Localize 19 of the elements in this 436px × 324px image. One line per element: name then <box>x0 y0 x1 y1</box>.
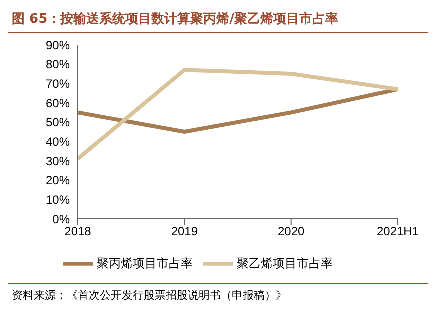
x-tick-label: 2018 <box>64 224 92 239</box>
x-tick-label: 2020 <box>278 224 306 239</box>
y-tick-label: 30% <box>46 154 70 168</box>
legend-label: 聚乙烯项目市占率 <box>237 256 333 270</box>
y-tick-label: 90% <box>46 38 70 52</box>
line-series <box>76 68 400 162</box>
y-tick-label: 60% <box>46 96 70 110</box>
y-tick-label: 70% <box>46 76 70 91</box>
x-tick-label: 2021H1 <box>376 224 420 239</box>
text: 资料来源：《首次公开发行股票招股说明书（申报稿）》 <box>8 283 428 307</box>
legend-label: 聚丙烯项目市占率 <box>97 256 193 270</box>
y-tick-label: 20% <box>46 174 70 188</box>
y-tick-label: 10% <box>46 192 70 207</box>
y-tick-label: 0% <box>52 212 70 226</box>
x-tick-label: 2019 <box>171 224 198 239</box>
chart-title: 图 65：按输送系统项目数计算聚丙烯/聚乙烯项目市占率 <box>8 8 428 33</box>
y-tick-label: 40% <box>46 134 70 149</box>
y-tick-label: 50% <box>46 116 70 130</box>
y-tick-label: 80% <box>46 58 70 72</box>
